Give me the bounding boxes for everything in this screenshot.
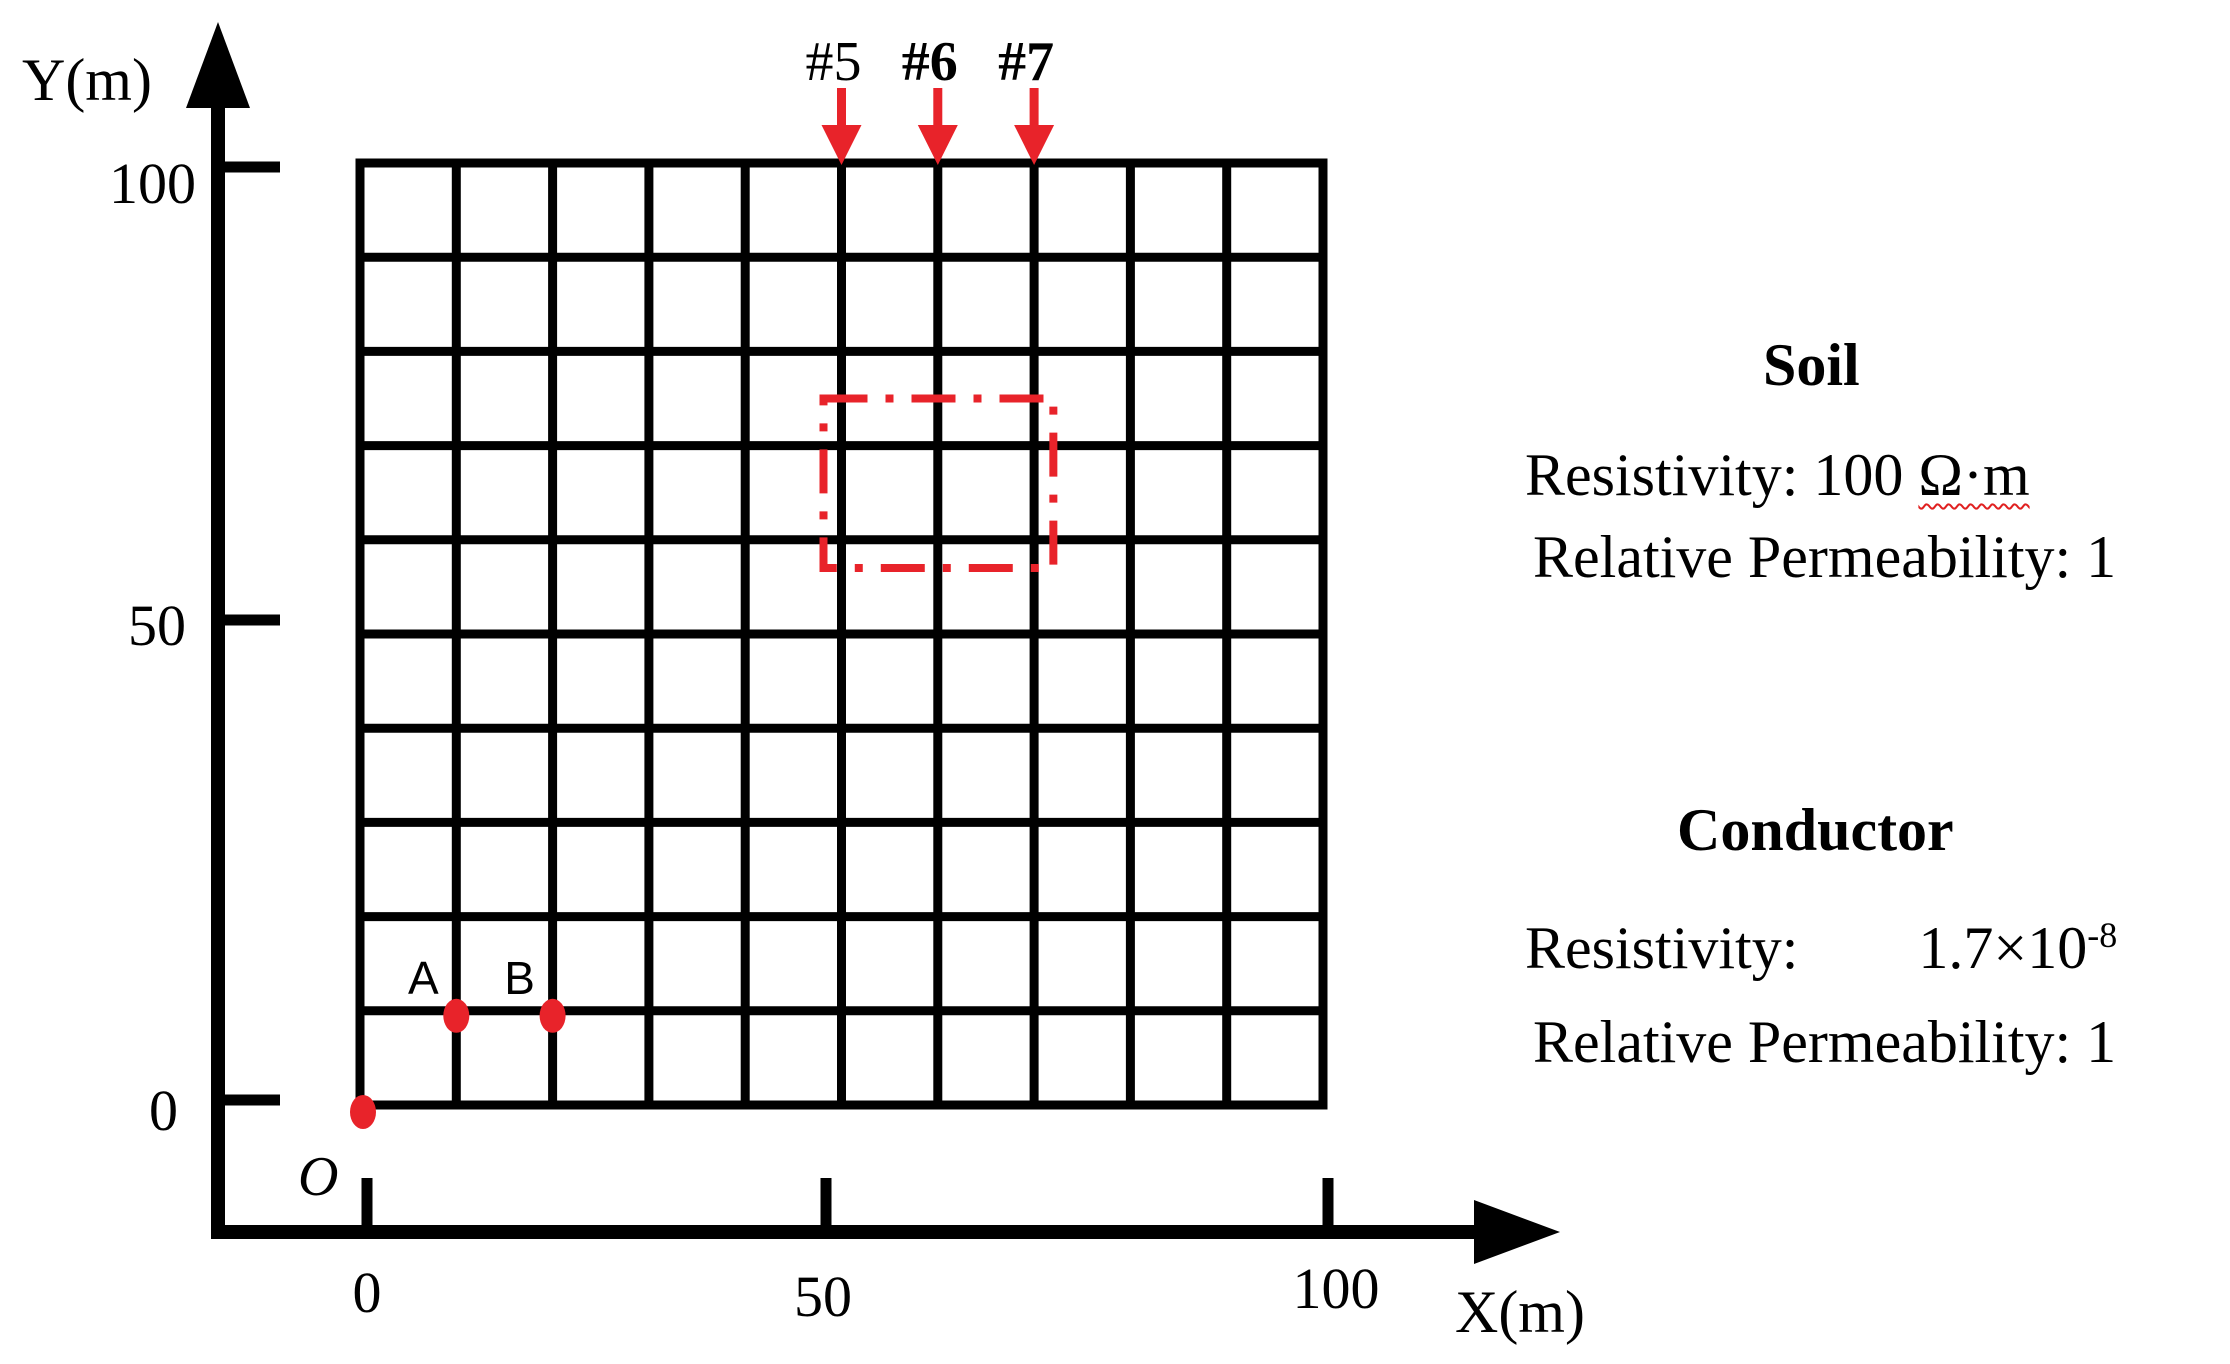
y-axis-arrowhead <box>186 22 250 108</box>
conductor-resistivity-label: Resistivity: <box>1525 915 1799 981</box>
soil-resistivity-value: 100 <box>1813 442 1904 508</box>
x-axis-arrowhead <box>1474 1200 1560 1264</box>
conductor-grid <box>355 158 1328 1110</box>
conductor-resistivity-exponent: -8 <box>2087 915 2118 955</box>
conductor-resistivity: Resistivity: 1.7×10-8 <box>1525 915 2118 981</box>
soil-resistivity-label: Resistivity: <box>1525 442 1799 508</box>
y-tick-label-100: 100 <box>109 151 196 216</box>
arrow-head <box>821 125 862 165</box>
x-tick-label-50: 50 <box>794 1264 852 1329</box>
arrow-head <box>1014 125 1055 165</box>
arrow-label: #6 <box>902 31 958 93</box>
dash-dot-region <box>819 394 1058 573</box>
point-a-label: A <box>408 952 439 1004</box>
y-tick-label-0: 0 <box>149 1078 178 1143</box>
x-axis-label: X(m) <box>1455 1279 1585 1345</box>
soil-resistivity-unit: Ω·m <box>1918 442 2030 508</box>
conductor-heading: Conductor <box>1677 797 1954 863</box>
y-axis-label: Y(m) <box>22 47 152 113</box>
point-b-label: B <box>504 952 535 1004</box>
y-tick-label-50: 50 <box>128 593 186 658</box>
origin-marker <box>350 1095 376 1129</box>
soil-heading: Soil <box>1763 332 1860 398</box>
arrow-label: #5 <box>806 31 862 93</box>
dash-dot-rectangle <box>819 394 1058 573</box>
arrow-label: #7 <box>998 31 1054 93</box>
point-b-marker <box>539 998 566 1033</box>
soil-resistivity: Resistivity: 100 Ω·m <box>1525 445 2030 505</box>
arrow-head <box>917 125 958 165</box>
conductor-resistivity-mantissa: 1.7×10 <box>1918 915 2088 981</box>
conductor-permeability: Relative Permeability: 1 <box>1533 1009 2117 1075</box>
measurement-arrows: #5 #6 #7 <box>806 31 1055 165</box>
origin-label: O <box>298 1146 338 1208</box>
point-a-marker <box>443 998 470 1033</box>
x-tick-label-0: 0 <box>353 1260 382 1325</box>
x-tick-label-100: 100 <box>1293 1256 1380 1321</box>
soil-permeability: Relative Permeability: 1 <box>1533 524 2117 590</box>
